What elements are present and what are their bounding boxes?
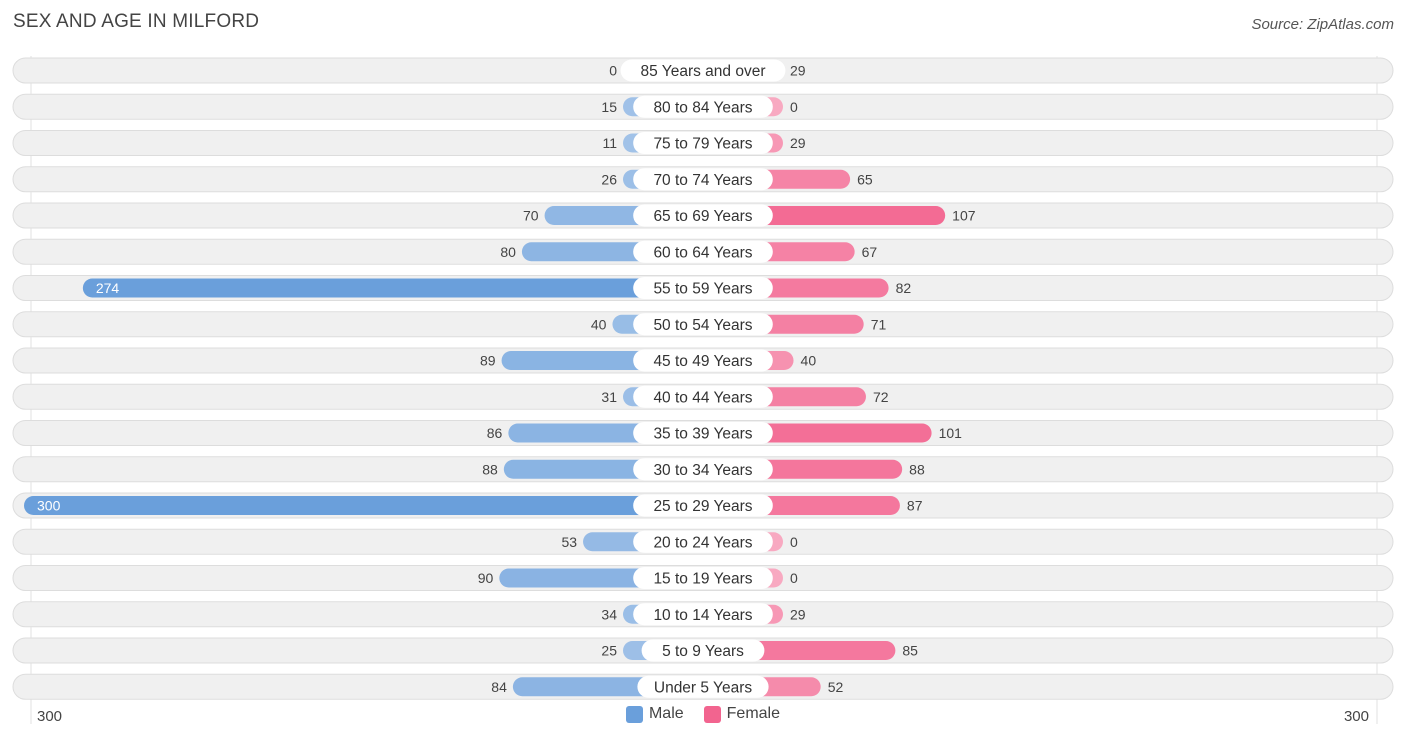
value-label-female: 107 (952, 208, 976, 224)
value-label-female: 87 (907, 498, 923, 514)
value-label-female: 71 (871, 316, 887, 332)
category-label-background (620, 59, 786, 82)
legend-swatch-female (703, 705, 721, 723)
category-label-background (633, 422, 773, 444)
category-label: 75 to 79 Years (653, 136, 752, 153)
legend-item-female[interactable]: Female (703, 705, 781, 723)
value-label-female: 0 (790, 534, 798, 550)
chart-legend: Male Female (0, 705, 1406, 723)
category-label: 30 to 34 Years (653, 462, 752, 479)
category-label: 20 to 24 Years (653, 534, 752, 551)
category-label: 25 to 29 Years (653, 498, 752, 515)
axis-left-max-label: 300 (37, 708, 63, 725)
value-label-female: 40 (801, 353, 817, 369)
value-label-female: 29 (790, 63, 806, 79)
value-label-female: 0 (790, 99, 798, 115)
category-label: 60 to 64 Years (653, 244, 752, 261)
value-label-male: 90 (478, 570, 494, 586)
value-label-male: 70 (523, 208, 539, 224)
category-label: 15 to 19 Years (653, 571, 752, 588)
value-label-male: 88 (482, 461, 498, 477)
category-label-background (633, 240, 773, 263)
category-label-background (633, 458, 773, 481)
category-label: 5 to 9 Years (662, 643, 744, 660)
value-label-male: 0 (609, 63, 617, 79)
category-label: 35 to 39 Years (653, 426, 752, 443)
value-label-male: 15 (601, 99, 617, 115)
category-label-background (633, 95, 773, 118)
legend-label-female: Female (726, 705, 781, 722)
category-label-background (633, 277, 773, 299)
chart-title: SEX AND AGE IN MILFORD (13, 11, 260, 32)
value-label-male: 40 (591, 316, 607, 332)
bar-male (82, 278, 703, 298)
category-label: 80 to 84 Years (653, 99, 752, 116)
value-label-female: 67 (862, 244, 878, 260)
value-label-male: 53 (561, 534, 577, 550)
category-label-background (633, 603, 773, 626)
value-label-male: 31 (601, 389, 617, 405)
legend-label-male: Male (648, 705, 684, 722)
value-label-male: 300 (37, 498, 61, 514)
category-label-background (633, 494, 773, 517)
value-label-female: 82 (896, 280, 912, 296)
category-label-background (633, 168, 773, 191)
value-label-female: 52 (828, 679, 844, 695)
category-label-background (633, 132, 773, 154)
value-label-female: 88 (909, 461, 925, 477)
value-label-female: 85 (902, 643, 918, 659)
value-label-male: 34 (601, 606, 617, 622)
category-label-background (633, 530, 773, 553)
category-label-background (633, 313, 773, 336)
category-label-background (633, 385, 773, 408)
category-label: 70 to 74 Years (653, 172, 752, 189)
category-label-background (633, 567, 773, 589)
value-label-female: 29 (790, 135, 806, 151)
category-label-background (633, 204, 773, 227)
category-label: 85 Years and over (641, 63, 766, 80)
value-label-female: 101 (939, 425, 963, 441)
value-label-male: 11 (602, 135, 617, 151)
category-label: 65 to 69 Years (653, 208, 752, 225)
category-label: 50 to 54 Years (653, 317, 752, 334)
value-label-male: 84 (491, 679, 507, 695)
value-label-female: 29 (790, 606, 806, 622)
category-label: 45 to 49 Years (653, 353, 752, 370)
value-label-male: 89 (480, 353, 496, 369)
value-label-male: 26 (601, 171, 617, 187)
category-label: 40 to 44 Years (653, 389, 752, 406)
category-label-background (633, 349, 773, 372)
value-label-male: 25 (601, 643, 617, 659)
value-label-female: 65 (857, 171, 873, 187)
source-credit: Source: ZipAtlas.com (1251, 16, 1394, 33)
value-label-male: 86 (487, 425, 503, 441)
category-label-background (641, 639, 765, 662)
bar-male (24, 496, 703, 515)
legend-swatch-male (625, 705, 643, 723)
category-label: 55 to 59 Years (653, 281, 752, 298)
category-label: 10 to 14 Years (653, 607, 752, 624)
value-label-female: 72 (873, 389, 889, 405)
value-label-male: 80 (500, 244, 516, 260)
value-label-male: 274 (96, 280, 120, 296)
value-label-female: 0 (790, 570, 798, 586)
legend-item-male[interactable]: Male (625, 705, 684, 723)
category-label-background (637, 675, 769, 698)
category-label: Under 5 Years (654, 679, 752, 696)
axis-right-max-label: 300 (1343, 708, 1369, 725)
